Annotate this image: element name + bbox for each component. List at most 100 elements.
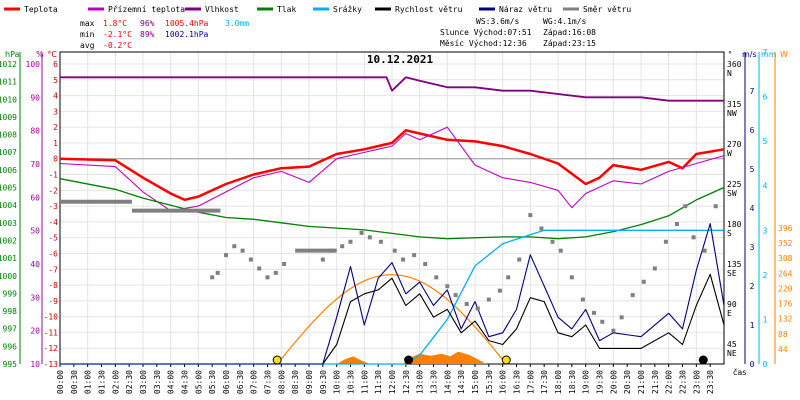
x-tick-label: 23:30 xyxy=(706,370,715,394)
dir-tick-label: SW xyxy=(727,189,737,198)
hpa-tick-label: 1005 xyxy=(0,184,17,193)
x-tick-label: 19:00 xyxy=(582,370,591,394)
axes: 1012101110101009100810071006100510041003… xyxy=(0,48,793,394)
wind-dir-point xyxy=(378,239,383,244)
stat-value: WG:4.1m/s xyxy=(543,17,587,26)
x-tick-label: 07:30 xyxy=(264,370,273,394)
x-tick-label: 11:00 xyxy=(360,370,369,394)
wind-dir-point xyxy=(215,270,220,275)
x-tick-label: 16:00 xyxy=(499,370,508,394)
wind-dir-point xyxy=(497,288,502,293)
x-tick-label: 14:30 xyxy=(457,370,466,394)
wm2-tick-label: 396 xyxy=(778,224,793,233)
x-tick-label: 21:00 xyxy=(637,370,646,394)
x-tick-label: 05:00 xyxy=(194,370,203,394)
temp-tick-label: -9 xyxy=(48,297,58,306)
wind-dir-point xyxy=(558,248,563,253)
temp-tick-label: -10 xyxy=(44,313,59,322)
dir-tick-label: NW xyxy=(727,109,737,118)
wind-dir-point xyxy=(412,253,417,258)
pct-tick-label: 40 xyxy=(30,260,40,269)
x-tick-label: 22:00 xyxy=(665,370,674,394)
temp-unit-label: °C xyxy=(47,50,57,59)
stat-value: Měsíc Východ:12:36 xyxy=(440,39,527,48)
x-tick-label: 21:30 xyxy=(651,370,660,394)
x-tick-label: 20:30 xyxy=(623,370,632,394)
x-axis-label: čas xyxy=(733,367,746,377)
dir-tick-label: NE xyxy=(727,349,737,358)
legend-label: Teplota xyxy=(24,5,58,14)
x-tick-label: 10:30 xyxy=(347,370,356,394)
hpa-tick-label: 996 xyxy=(3,342,18,351)
hpa-tick-label: 999 xyxy=(3,289,18,298)
dir-tick-label: 135 xyxy=(727,260,742,269)
moonrise-marker xyxy=(404,355,414,365)
wm2-tick-label: 220 xyxy=(778,284,793,293)
dir-tick-label: 180 xyxy=(727,220,742,229)
x-tick-label: 07:00 xyxy=(250,370,259,394)
hpa-tick-label: 1009 xyxy=(0,113,17,122)
wind-dir-point xyxy=(265,275,270,280)
x-tick-label: 19:30 xyxy=(596,370,605,394)
hpa-tick-label: 1003 xyxy=(0,219,17,228)
wind-dir-point xyxy=(464,302,469,306)
sunset-marker xyxy=(501,355,511,365)
wind-dir-point xyxy=(713,204,718,209)
legend-label: Náraz větru xyxy=(499,5,552,14)
mm-unit-label: mm xyxy=(761,50,777,59)
statistics: max 1.8°C 96% 1005.4hPa 3.0mm min -2.1°C 89% 100… xyxy=(80,17,596,50)
stat-value: -0.2°C xyxy=(103,41,132,50)
wind-dir-point xyxy=(340,244,345,249)
x-tick-label: 04:00 xyxy=(167,370,176,394)
sun-moon-markers xyxy=(272,355,708,365)
mm-tick-label: 4 xyxy=(763,182,768,191)
series-lines xyxy=(59,76,725,365)
x-tick-label: 15:00 xyxy=(471,370,480,394)
mm-tick-label: 6 xyxy=(763,93,768,102)
x-tick-label: 10:00 xyxy=(333,370,342,394)
wind-dir-point xyxy=(619,315,624,320)
wm2-tick-label: 44 xyxy=(778,345,788,354)
legend: Teplota Přízemní teplota Vlhkost Tlak Srážky… xyxy=(4,5,631,14)
chart-title: 10.12.2021 xyxy=(367,53,434,66)
wind-dir-point xyxy=(506,275,511,280)
temp-tick-label: -5 xyxy=(48,234,58,243)
mm-tick-label: 1 xyxy=(763,315,768,324)
x-tick-label: 04:30 xyxy=(181,370,190,394)
x-tick-label: 02:00 xyxy=(111,370,120,394)
x-tick-label: 03:30 xyxy=(153,370,162,394)
stat-value: 3.0mm xyxy=(225,19,249,28)
wind-dir-point xyxy=(401,257,406,262)
temp-tick-label: -13 xyxy=(44,360,59,369)
stat-value: 1005.4hPa xyxy=(165,19,209,28)
x-tick-label: 03:00 xyxy=(139,370,148,394)
legend-label: Směr větru xyxy=(583,5,631,14)
stat-value: Západ:23:15 xyxy=(543,39,596,48)
x-tick-label: 09:30 xyxy=(319,370,328,394)
wind-dir-point xyxy=(224,253,228,258)
legend-label: Vlhkost xyxy=(205,5,239,14)
mm-tick-label: 7 xyxy=(763,48,768,57)
temp-tick-label: 0 xyxy=(53,155,58,164)
ms-tick-label: 6 xyxy=(750,126,755,135)
mm-tick-label: 3 xyxy=(763,226,768,235)
x-tick-label: 18:00 xyxy=(554,370,563,394)
x-tick-label: 17:30 xyxy=(540,370,549,394)
wind-dir-point xyxy=(652,266,657,271)
hpa-tick-label: 1011 xyxy=(0,78,17,87)
wind-dir-point xyxy=(569,275,574,280)
hpa-tick-label: 1012 xyxy=(0,60,17,69)
temp-tick-label: -6 xyxy=(48,249,58,258)
ms-tick-label: 1 xyxy=(750,321,755,330)
pct-tick-label: 30 xyxy=(30,293,40,302)
stat-value: Slunce Východ:07:51 xyxy=(440,28,532,37)
stat-value: Západ:16:08 xyxy=(543,28,596,37)
x-tick-label: 11:30 xyxy=(374,370,383,394)
wind-dir-point xyxy=(434,275,439,280)
x-tick-label: 12:00 xyxy=(388,370,397,394)
stat-value: max xyxy=(80,19,95,28)
wind-dir-point xyxy=(423,262,428,266)
sunrise-marker xyxy=(272,355,282,365)
temp-tick-label: -2 xyxy=(48,186,58,195)
